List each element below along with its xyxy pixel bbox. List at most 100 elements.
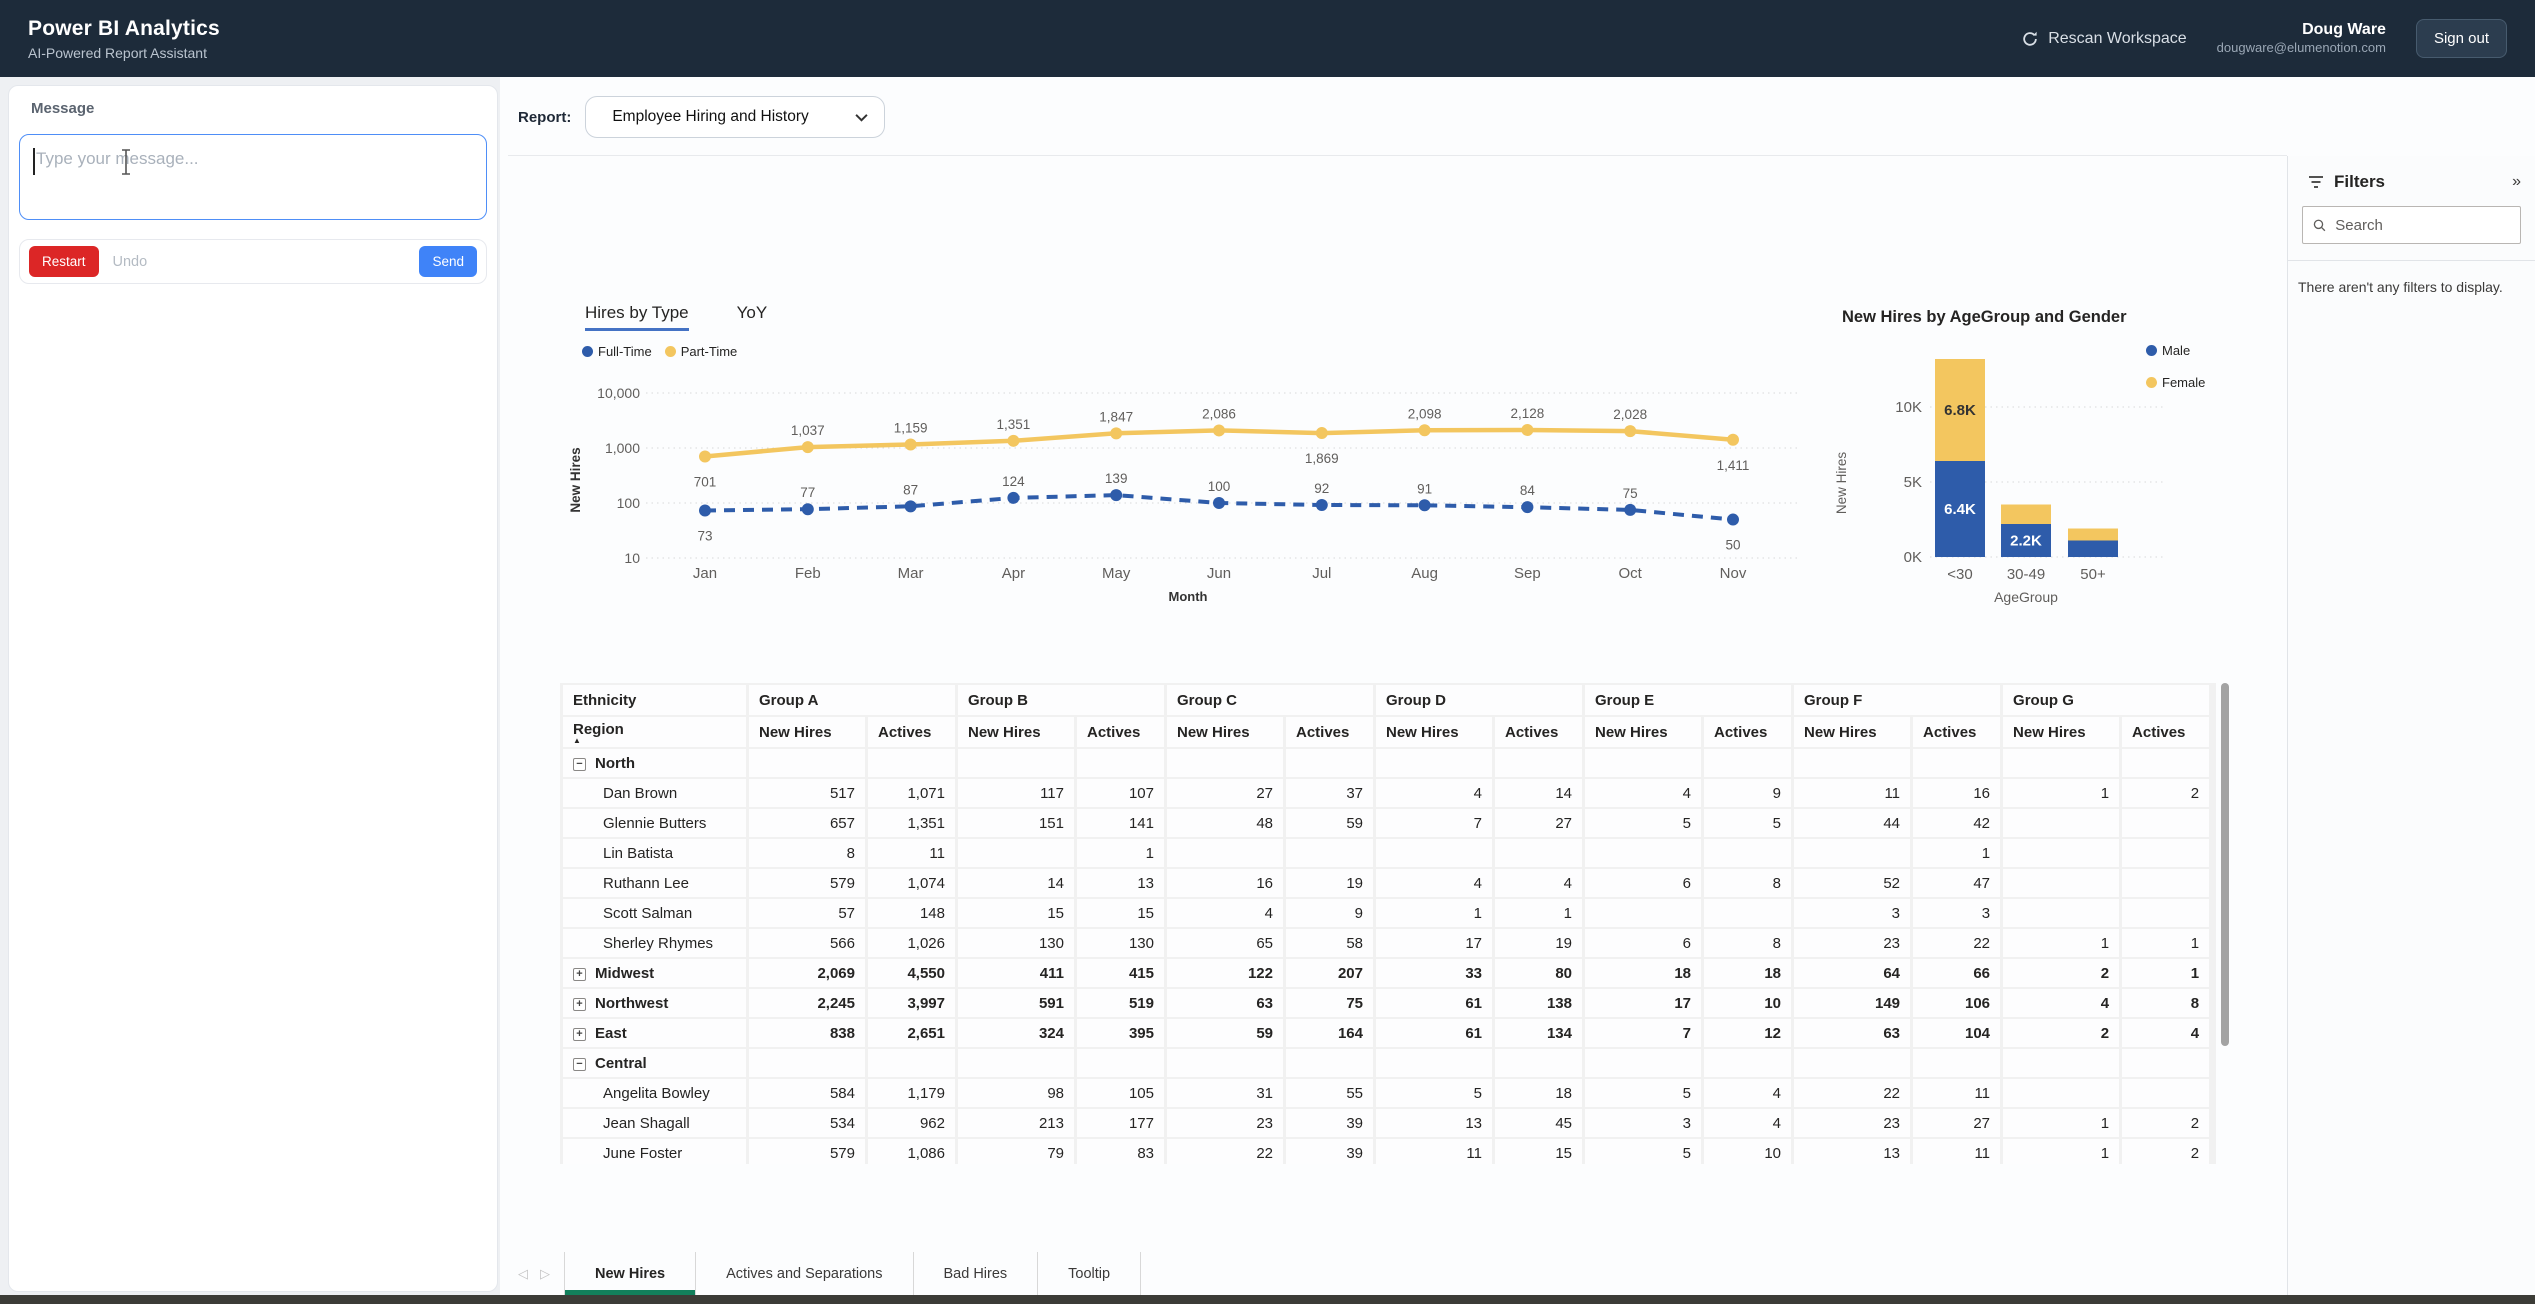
matrix-value-cell: 44 — [1794, 809, 1911, 837]
matrix-row-lin-batista: Lin Batista 8 11 1 1 — [563, 839, 2210, 867]
matrix-subheader-new-hires[interactable]: New Hires — [1167, 717, 1283, 747]
matrix-row-jean-shagall: Jean Shagall 534 962 213 177 23 39 13 45 3 4 23 27 1 2 — [563, 1109, 2210, 1137]
matrix-value-cell: 8 — [1704, 869, 1792, 897]
legend-label: Female — [2162, 375, 2206, 390]
matrix-subheader-new-hires[interactable]: New Hires — [1376, 717, 1492, 747]
matrix-value-cell: 15 — [1495, 1139, 1582, 1164]
matrix-header-group-a[interactable]: Group A — [749, 685, 955, 715]
page-tab-tooltip[interactable]: Tooltip — [1037, 1252, 1142, 1295]
matrix-subheader-new-hires[interactable]: New Hires — [1794, 717, 1911, 747]
matrix-header-group-d[interactable]: Group D — [1376, 685, 1582, 715]
matrix-value-cell — [1167, 749, 1283, 777]
matrix-subheader-new-hires[interactable]: New Hires — [2003, 717, 2120, 747]
chart-tab-yoy[interactable]: YoY — [736, 303, 768, 322]
matrix-header-region[interactable]: Region ▲ — [563, 717, 746, 747]
collapse-row-icon[interactable]: − — [573, 757, 586, 771]
undo-button[interactable]: Undo — [112, 253, 148, 270]
matrix-value-cell: 962 — [868, 1109, 955, 1137]
matrix-subheader-new-hires[interactable]: New Hires — [958, 717, 1074, 747]
matrix-header-ethnicity[interactable]: Ethnicity — [563, 685, 746, 715]
rescan-workspace-button[interactable]: Rescan Workspace — [2021, 30, 2187, 48]
matrix-value-cell: 5 — [1376, 1079, 1492, 1107]
legend-label: Male — [2162, 343, 2191, 358]
page-tab-actives-and-separations[interactable]: Actives and Separations — [695, 1252, 912, 1295]
matrix-header-group-b[interactable]: Group B — [958, 685, 1164, 715]
matrix-scrollbar-thumb[interactable] — [2221, 683, 2229, 1046]
matrix-row-east: + East 838 2,651 324 395 59 164 61 134 7 12 63 104 2 4 — [563, 1019, 2210, 1047]
restart-button[interactable]: Restart — [29, 246, 99, 277]
matrix-value-cell: 151 — [958, 809, 1074, 837]
chat-actions-bar: Restart Undo Send — [19, 239, 487, 284]
row-label-cell: Ruthann Lee — [563, 869, 746, 897]
matrix-value-cell: 39 — [1286, 1109, 1373, 1137]
send-button[interactable]: Send — [419, 246, 477, 277]
chart-text: 6.8K — [1944, 402, 1976, 419]
collapse-row-icon[interactable]: − — [573, 1057, 586, 1071]
matrix-subheader-actives[interactable]: Actives — [1077, 717, 1164, 747]
bar-male-<30 — [1935, 461, 1985, 557]
matrix-value-cell: 23 — [1794, 929, 1911, 957]
matrix-subheader-actives[interactable]: Actives — [1913, 717, 2001, 747]
page-tab-label: Bad Hires — [943, 1265, 1008, 1282]
active-tab-underline — [565, 1290, 696, 1295]
matrix-value-cell: 6 — [1585, 929, 1701, 957]
matrix-value-cell — [1704, 1049, 1792, 1077]
data-point — [1418, 499, 1431, 512]
matrix-header-group-f[interactable]: Group F — [1794, 685, 2001, 715]
expand-row-icon[interactable]: + — [573, 1027, 586, 1041]
matrix-value-cell: 415 — [1077, 959, 1164, 987]
matrix-value-cell: 4 — [1495, 869, 1582, 897]
matrix-header-group-e[interactable]: Group E — [1585, 685, 1792, 715]
row-label-cell: Jean Shagall — [563, 1109, 746, 1137]
matrix-value-cell: 8 — [1704, 929, 1792, 957]
matrix-subheader-actives[interactable]: Actives — [2122, 717, 2210, 747]
matrix-value-cell: 52 — [1794, 869, 1911, 897]
matrix-subheader-actives[interactable]: Actives — [1286, 717, 1373, 747]
matrix-value-cell: 1 — [2122, 929, 2210, 957]
matrix-header-group-g[interactable]: Group G — [2003, 685, 2210, 715]
next-page-arrow-icon[interactable]: ▷ — [540, 1265, 550, 1281]
prev-page-arrow-icon[interactable]: ◁ — [518, 1265, 528, 1281]
matrix-value-cell: 22 — [1913, 929, 2001, 957]
matrix-value-cell: 55 — [1286, 1079, 1373, 1107]
row-label: Sherley Rhymes — [603, 934, 714, 952]
matrix-value-cell: 19 — [1495, 929, 1582, 957]
matrix-header-group-c[interactable]: Group C — [1167, 685, 1373, 715]
expand-row-icon[interactable]: + — [573, 967, 586, 981]
matrix-subheader-new-hires[interactable]: New Hires — [749, 717, 865, 747]
data-point — [801, 441, 814, 454]
matrix-subheader-actives[interactable]: Actives — [868, 717, 955, 747]
message-input[interactable] — [19, 134, 487, 220]
report-select[interactable]: Employee Hiring and History — [585, 96, 886, 138]
matrix-value-cell — [1704, 899, 1792, 927]
filters-search-input[interactable] — [2335, 216, 2510, 234]
matrix-value-cell — [1585, 1049, 1701, 1077]
chart-tab-hires-by-type[interactable]: Hires by Type — [585, 303, 689, 331]
matrix-value-cell: 16 — [1913, 779, 2001, 807]
chart-text: Jul — [1312, 565, 1331, 582]
legend-item-male[interactable]: Male — [2146, 343, 2205, 358]
page-tab-bad-hires[interactable]: Bad Hires — [912, 1252, 1038, 1295]
chart-text: Aug — [1411, 565, 1438, 582]
matrix-value-cell: 117 — [958, 779, 1074, 807]
chart-text: 10 — [624, 550, 640, 566]
page-tab-new-hires[interactable]: New Hires — [564, 1252, 696, 1295]
legend-item-part-time[interactable]: Part-Time — [664, 344, 737, 359]
expand-row-icon[interactable]: + — [573, 997, 586, 1011]
matrix-subheader-actives[interactable]: Actives — [1495, 717, 1582, 747]
matrix-subheader-actives[interactable]: Actives — [1704, 717, 1792, 747]
legend-item-female[interactable]: Female — [2146, 375, 2205, 390]
data-point — [1624, 503, 1637, 516]
matrix-subheader-new-hires[interactable]: New Hires — [1585, 717, 1701, 747]
collapse-pane-icon[interactable]: » — [2512, 173, 2521, 190]
matrix-value-cell: 164 — [1286, 1019, 1373, 1047]
chart-text: 100 — [617, 495, 641, 511]
legend-item-full-time[interactable]: Full-Time — [582, 344, 652, 359]
filters-divider — [2288, 260, 2535, 261]
matrix-value-cell: 61 — [1376, 1019, 1492, 1047]
matrix-value-cell: 213 — [958, 1109, 1074, 1137]
sign-out-button[interactable]: Sign out — [2415, 19, 2507, 58]
chart-text: 1,847 — [1099, 409, 1133, 424]
matrix-value-cell — [2003, 1049, 2120, 1077]
matrix-value-cell: 27 — [1495, 809, 1582, 837]
